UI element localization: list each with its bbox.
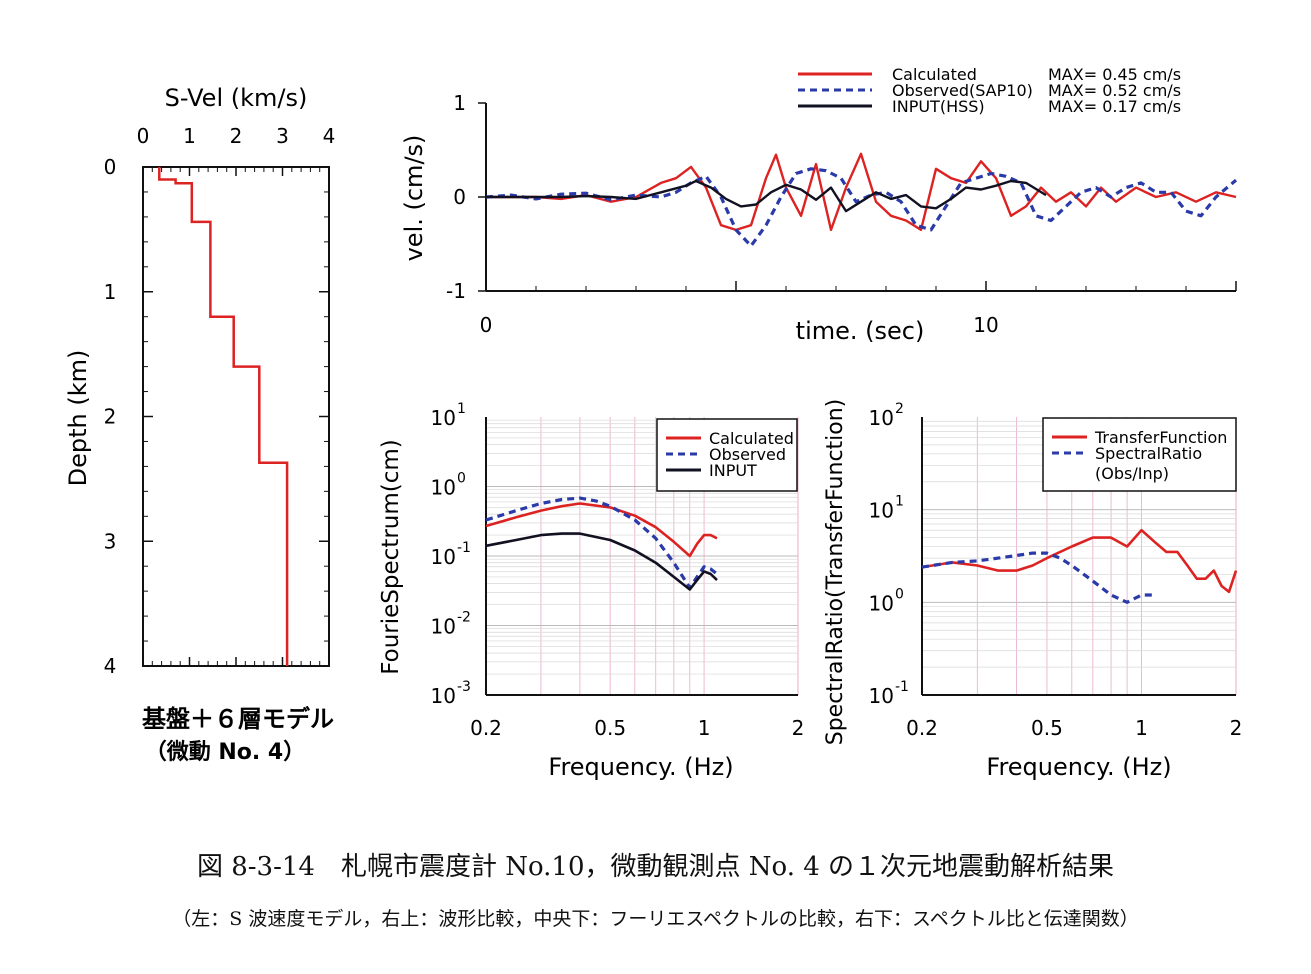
legend-label: TransferFunction [1094,428,1227,447]
y-tick-base: 10 [431,406,456,430]
spectrum-series-0 [485,502,718,558]
legend-label: SpectralRatio [1095,444,1202,463]
y-tick-base: 10 [869,684,894,708]
y-tick-exponent: 2 [895,401,904,417]
velocity-profile-x-tick-label: 0 [137,124,150,148]
x-tick-label: 2 [1230,716,1243,740]
y-tick-base: 10 [869,499,894,523]
x-tick-label: 0.2 [906,716,938,740]
waveform-y-ticks: 1 0 -1 [446,91,466,303]
waveform-y-tick-label: 0 [453,185,466,209]
waveform-x-tick-label: 0 [480,313,493,337]
waveform-ylabel: vel. (cm/s) [400,135,428,262]
velocity-profile-x-tick-label: 4 [323,124,336,148]
y-tick-exponent: -1 [895,679,909,695]
legend-label: INPUT(HSS) [892,97,985,116]
fourier-ylabel: FourieSpectrum(cm) [378,439,404,675]
legend-max-label: MAX= 0.17 cm/s [1048,97,1181,116]
velocity-profile-line [158,167,289,666]
legend-label: Observed [709,445,786,464]
legend-max-label: MAX= 0.45 cm/s [1048,65,1181,84]
x-tick-label: 1 [698,716,711,740]
velocity-profile-frame [142,166,330,667]
figure-caption-detail: （左：S 波速度モデル，右上：波形比較，中央下：フーリエスペクトルの比較，右下：… [172,908,1139,930]
velocity-profile-x-ticks: 0 1 2 3 4 [137,124,336,148]
y-tick-base: 10 [869,591,894,615]
velocity-profile-y-tick-label: 0 [104,155,117,179]
velocity-profile-axes [142,166,330,667]
ratio-ylabel: SpectralRatio(TransferFunction) [823,399,848,746]
y-tick-base: 10 [431,684,456,708]
figure-caption: 図 8-3-14 札幌市震度計 No.10，微動観測点 No. 4 の１次元地震… [196,852,1115,882]
legend-label: INPUT [709,461,757,480]
x-tick-label: 0.5 [1031,716,1063,740]
legend-label: Calculated [892,65,977,84]
legend-label-line2: (Obs/Inp) [1095,464,1169,483]
y-tick-exponent: 0 [457,471,466,487]
spectrum-series-1 [485,496,718,590]
y-tick-exponent: -3 [457,679,471,695]
waveform-y-tick-label: -1 [446,279,466,303]
fourier-grid [485,417,799,696]
legend-label: Observed(SAP10) [892,81,1033,100]
velocity-profile-y-tick-label: 3 [104,529,117,553]
y-tick-exponent: 1 [457,401,466,417]
velocity-profile-xlabel: S-Vel (km/s) [165,84,308,112]
spectrum-series-0 [921,528,1238,594]
x-tick-label: 2 [792,716,805,740]
waveform-x-tick-label: 10 [973,313,998,337]
waveform-x-ticks: 0 10 [480,313,999,337]
fourier-xlabel: Frequency. (Hz) [548,753,733,781]
y-tick-base: 10 [869,406,894,430]
fourier-x-ticks: 0.2 0.5 1 2 [470,716,804,740]
velocity-profile-panel: S-Vel (km/s) 0 1 2 3 4 0 1 2 3 4 Depth (km) 基盤＋６… [64,84,335,765]
y-tick-base: 10 [431,476,456,500]
x-tick-label: 0.5 [594,716,626,740]
waveform-series-1 [485,167,1238,248]
waveform-y-tick-label: 1 [453,91,466,115]
x-tick-label: 1 [1135,716,1148,740]
y-tick-exponent: 0 [895,586,904,602]
velocity-profile-ylabel: Depth (km) [64,350,92,487]
legend-box [1042,417,1237,492]
x-tick-label: 0.2 [470,716,502,740]
spectrum-series-1 [921,551,1155,604]
model-label: 基盤＋６層モデル [142,705,334,733]
velocity-profile-x-tick-label: 1 [183,124,196,148]
y-tick-exponent: -1 [457,540,471,556]
ratio-series [921,528,1238,604]
model-sublabel: （微動 No. 4） [145,739,306,765]
waveform-series [485,152,1238,248]
spectrum-series-2 [485,532,718,591]
legend-label: Calculated [709,429,794,448]
legend-max-label: MAX= 0.52 cm/s [1048,81,1181,100]
y-tick-exponent: 1 [895,494,904,510]
velocity-profile-y-tick-label: 1 [104,280,117,304]
y-tick-base: 10 [431,615,456,639]
waveform-series-2 [486,179,1047,213]
velocity-profile-y-ticks: 0 1 2 3 4 [104,155,117,678]
waveform-xlabel: time. (sec) [796,317,925,345]
velocity-profile-x-tick-label: 3 [276,124,289,148]
velocity-profile-y-tick-label: 2 [104,405,117,429]
ratio-xlabel: Frequency. (Hz) [986,753,1171,781]
fourier-series [485,496,718,591]
velocity-profile-x-tick-label: 2 [230,124,243,148]
y-tick-exponent: -2 [457,610,471,626]
ratio-x-ticks: 0.2 0.5 1 2 [906,716,1242,740]
waveform-legend: Calculated MAX= 0.45 cm/s Observed(SAP10) M… [798,65,1181,116]
waveform-panel: 10-1 0 10 time. (sec) vel. (cm/s) Calcula… [400,65,1238,345]
waveform-series-0 [486,152,1237,232]
velocity-profile-y-tick-label: 4 [104,654,117,678]
y-tick-base: 10 [431,545,456,569]
